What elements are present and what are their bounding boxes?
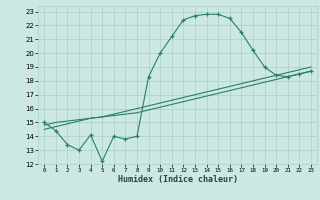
X-axis label: Humidex (Indice chaleur): Humidex (Indice chaleur): [118, 175, 238, 184]
